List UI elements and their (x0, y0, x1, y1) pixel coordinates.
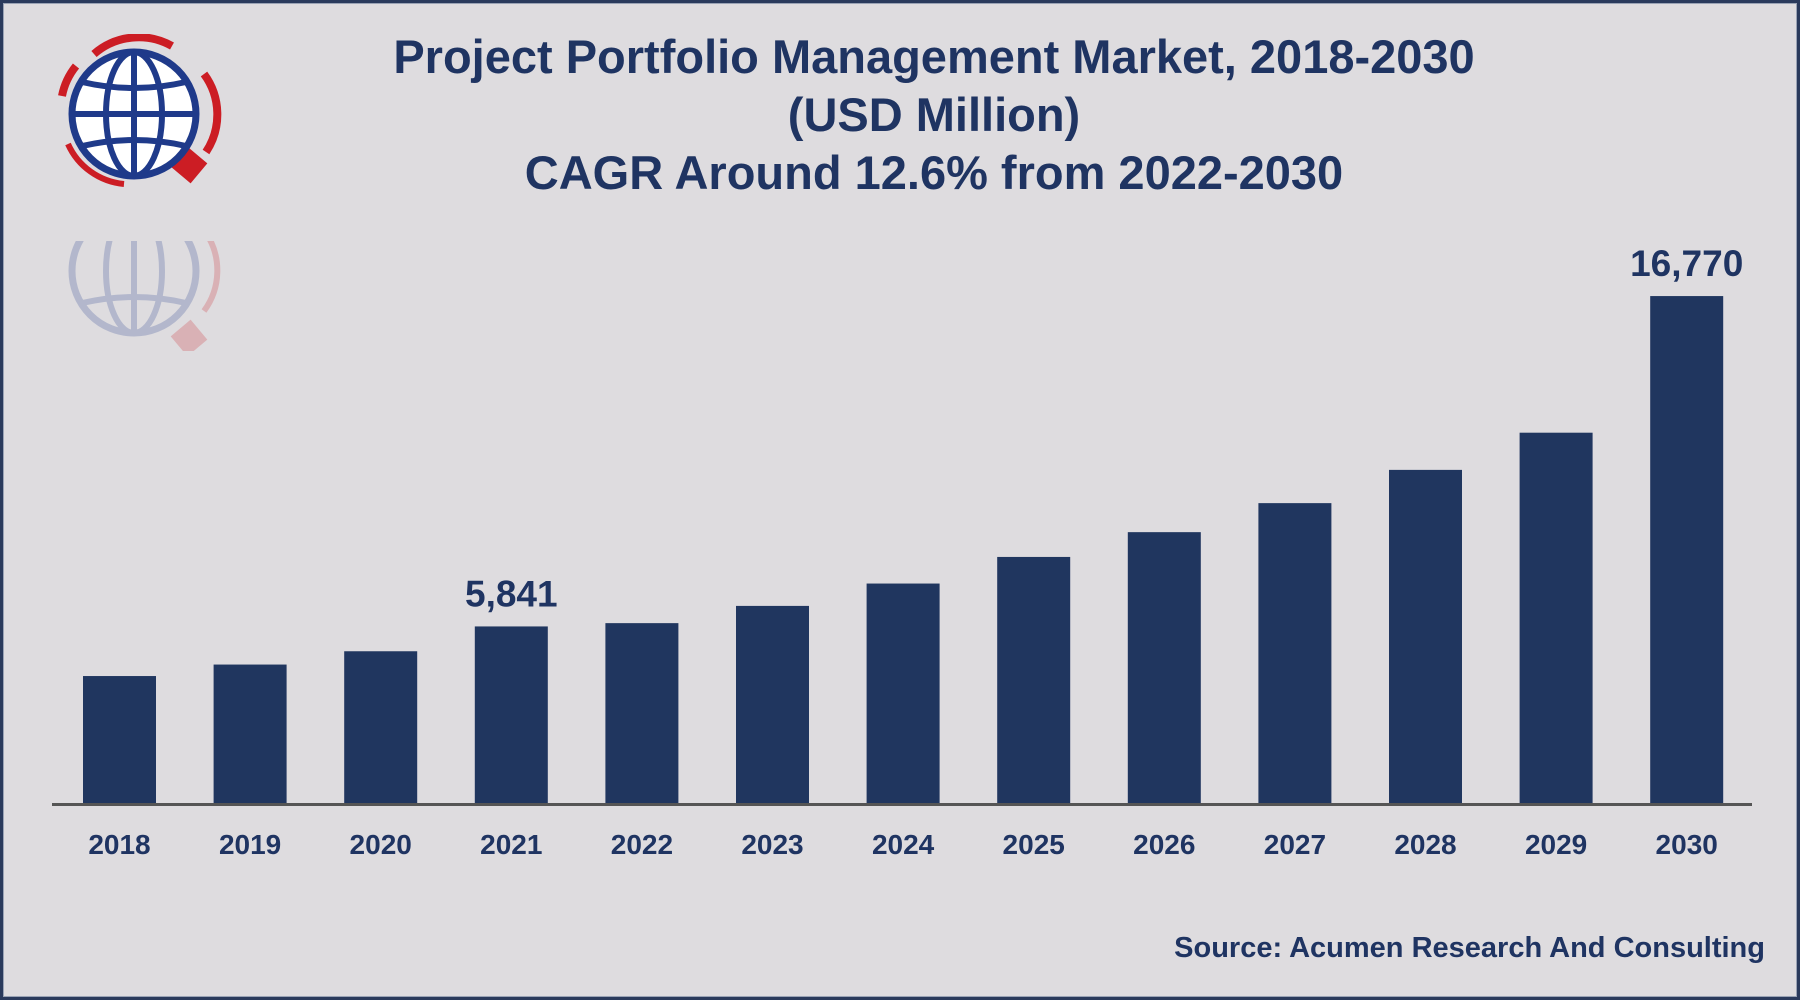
chart-cagr-subtitle: CAGR Around 12.6% from 2022-2030 (524, 146, 1344, 199)
x-tick-label: 2026 (1133, 829, 1195, 860)
chart-title: Project Portfolio Management Market, 201… (393, 30, 1475, 83)
x-tick-label: 2019 (219, 829, 281, 860)
bar-2021 (474, 626, 548, 803)
x-tick-label: 2027 (1264, 829, 1326, 860)
bar-2022 (605, 623, 679, 803)
bar-2019 (213, 664, 287, 803)
bar-2028 (1389, 469, 1462, 803)
chart-subtitle: (USD Million) (787, 88, 1081, 141)
bar-2020 (344, 651, 418, 803)
x-tick-label: 2020 (350, 829, 412, 860)
bar-2026 (1127, 532, 1201, 803)
chart-frame: Project Portfolio Management Market, 201… (3, 3, 1797, 997)
x-tick-label: 2030 (1656, 829, 1718, 860)
x-tick-label: 2021 (480, 829, 542, 860)
bar-2024 (866, 583, 940, 803)
x-tick-label: 2028 (1394, 829, 1456, 860)
bar-2018 (83, 676, 156, 803)
x-tick-label: 2022 (611, 829, 673, 860)
x-tick-label: 2024 (872, 829, 935, 860)
source-note: Source: Acumen Research And Consulting (1174, 932, 1765, 964)
data-label-2021: 5,841 (465, 573, 558, 614)
x-tick-label: 2029 (1525, 829, 1587, 860)
bar-2030 (1650, 296, 1724, 803)
data-label-2030: 16,770 (1630, 243, 1743, 284)
bar-2027 (1258, 503, 1332, 803)
bar-chart: 2018 2019 2020 2021 2022 2023 2024 2025 2026 2027… (52, 243, 1752, 860)
x-tick-label: 2025 (1003, 829, 1065, 860)
x-tick-label: 2023 (741, 829, 803, 860)
bar-2029 (1519, 432, 1593, 803)
x-tick-label: 2018 (88, 829, 150, 860)
bar-2023 (736, 605, 809, 803)
bar-2025 (997, 556, 1071, 803)
globe-logo-icon (54, 33, 224, 199)
